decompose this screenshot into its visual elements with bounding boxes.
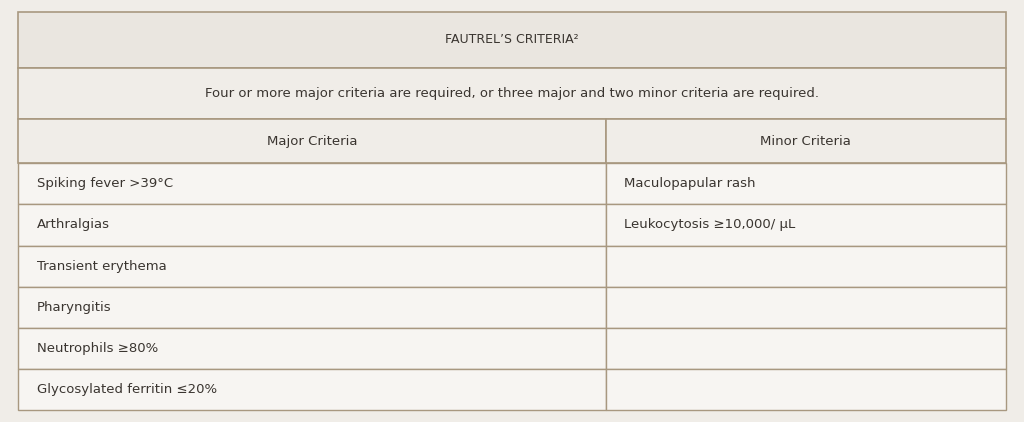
Text: Glycosylated ferritin ≤20%: Glycosylated ferritin ≤20% <box>37 383 217 396</box>
Text: Neutrophils ≥80%: Neutrophils ≥80% <box>37 342 158 355</box>
Bar <box>18 246 606 287</box>
Bar <box>18 204 606 246</box>
Text: FAUTREL’S CRITERIA²: FAUTREL’S CRITERIA² <box>445 33 579 46</box>
Bar <box>18 287 606 328</box>
Bar <box>606 204 1006 246</box>
Bar <box>18 68 1006 119</box>
Text: Transient erythema: Transient erythema <box>37 260 167 273</box>
Text: Arthralgias: Arthralgias <box>37 219 110 231</box>
Bar <box>18 12 1006 68</box>
Bar <box>606 119 1006 163</box>
Text: Four or more major criteria are required, or three major and two minor criteria : Four or more major criteria are required… <box>205 87 819 100</box>
Text: Major Criteria: Major Criteria <box>267 135 357 148</box>
Text: Pharyngitis: Pharyngitis <box>37 301 112 314</box>
Text: Minor Criteria: Minor Criteria <box>760 135 851 148</box>
Bar <box>18 328 606 369</box>
Bar <box>606 369 1006 410</box>
Text: Maculopapular rash: Maculopapular rash <box>625 177 756 190</box>
Bar <box>606 328 1006 369</box>
Bar <box>18 119 606 163</box>
Bar <box>606 287 1006 328</box>
Text: Spiking fever >39°C: Spiking fever >39°C <box>37 177 173 190</box>
Text: Leukocytosis ≥10,000/ μL: Leukocytosis ≥10,000/ μL <box>625 219 796 231</box>
Bar <box>606 246 1006 287</box>
Bar <box>606 163 1006 204</box>
Bar <box>18 163 606 204</box>
Bar <box>18 369 606 410</box>
